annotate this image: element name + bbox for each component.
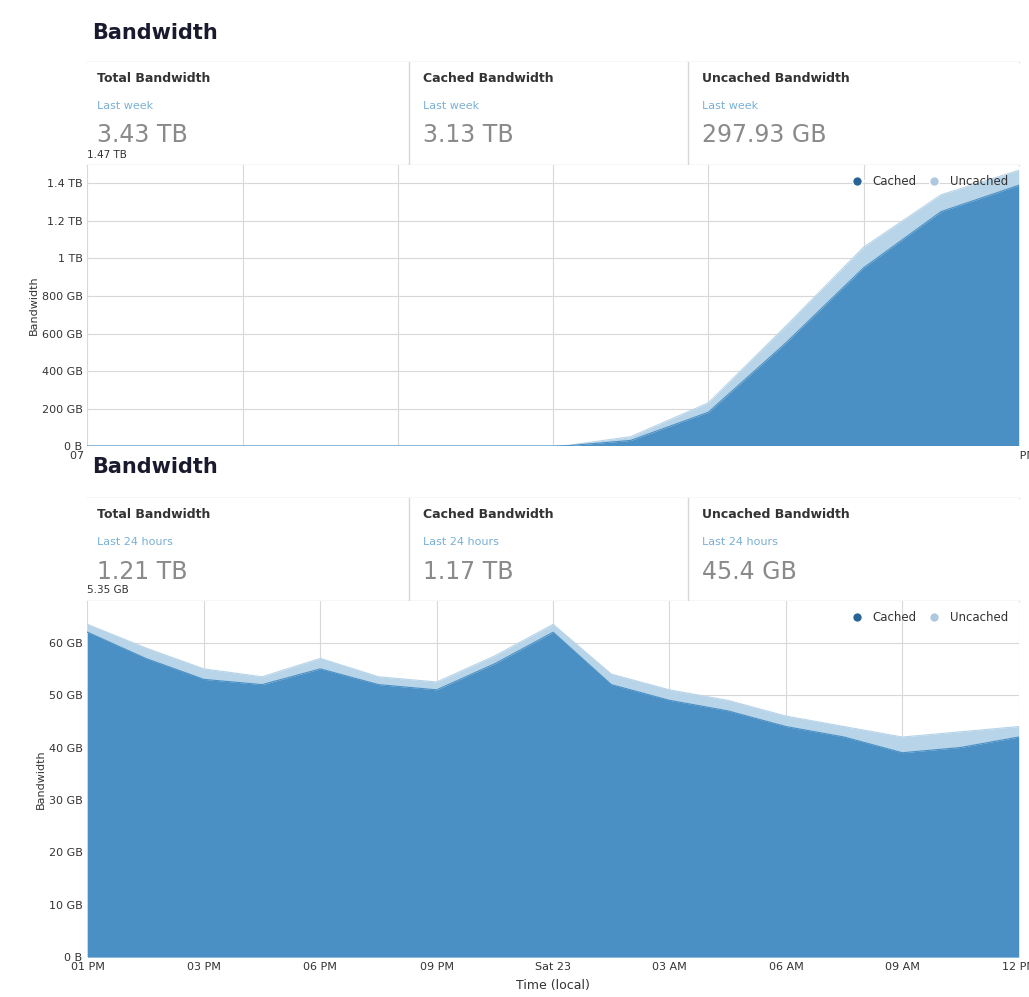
Text: 1.21 TB: 1.21 TB — [97, 559, 187, 583]
Text: Last 24 hours: Last 24 hours — [702, 536, 778, 546]
Text: Last week: Last week — [702, 101, 758, 111]
Legend: Cached, Uncached: Cached, Uncached — [841, 170, 1013, 193]
Text: Total Bandwidth: Total Bandwidth — [97, 507, 210, 520]
Text: 5.35 GB: 5.35 GB — [86, 585, 129, 595]
Text: Cached Bandwidth: Cached Bandwidth — [423, 507, 554, 520]
Text: 3.43 TB: 3.43 TB — [97, 124, 187, 148]
Text: Uncached Bandwidth: Uncached Bandwidth — [702, 72, 850, 85]
Text: 3.13 TB: 3.13 TB — [423, 124, 513, 148]
Text: Last 24 hours: Last 24 hours — [97, 536, 173, 546]
Text: Bandwidth: Bandwidth — [93, 457, 218, 477]
Y-axis label: Bandwidth: Bandwidth — [29, 275, 39, 335]
Text: Uncached Bandwidth: Uncached Bandwidth — [702, 507, 850, 520]
Text: 1.47 TB: 1.47 TB — [86, 151, 127, 161]
Text: Total Bandwidth: Total Bandwidth — [97, 72, 210, 85]
Text: Last 24 hours: Last 24 hours — [423, 536, 499, 546]
Text: 45.4 GB: 45.4 GB — [702, 559, 796, 583]
X-axis label: Time (local): Time (local) — [517, 979, 590, 992]
Legend: Cached, Uncached: Cached, Uncached — [841, 606, 1013, 629]
Text: Bandwidth: Bandwidth — [93, 23, 218, 43]
Text: 297.93 GB: 297.93 GB — [702, 124, 826, 148]
Y-axis label: Bandwidth: Bandwidth — [36, 749, 46, 809]
Text: Cached Bandwidth: Cached Bandwidth — [423, 72, 554, 85]
Text: 1.17 TB: 1.17 TB — [423, 559, 513, 583]
Text: Last week: Last week — [97, 101, 153, 111]
Text: Last week: Last week — [423, 101, 478, 111]
